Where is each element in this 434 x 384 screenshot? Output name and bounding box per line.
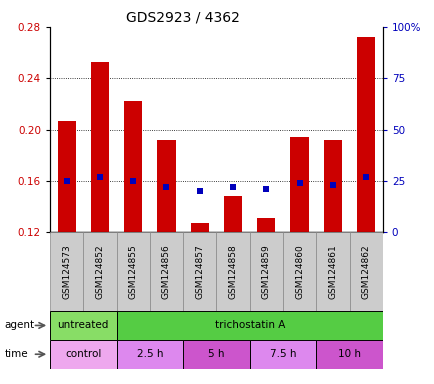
Text: GSM124852: GSM124852 <box>95 244 104 299</box>
Title: GDS2923 / 4362: GDS2923 / 4362 <box>126 10 240 24</box>
Bar <box>283 232 316 311</box>
Bar <box>50 311 116 340</box>
Bar <box>50 340 116 369</box>
Bar <box>356 37 375 232</box>
Text: GSM124862: GSM124862 <box>361 244 370 299</box>
Bar <box>183 340 249 369</box>
Bar <box>116 311 382 340</box>
Text: trichostatin A: trichostatin A <box>214 320 284 331</box>
Text: 10 h: 10 h <box>337 349 360 359</box>
Text: GSM124857: GSM124857 <box>195 244 204 299</box>
Bar <box>91 61 109 232</box>
Text: 2.5 h: 2.5 h <box>136 349 163 359</box>
Text: 7.5 h: 7.5 h <box>269 349 296 359</box>
Text: GSM124861: GSM124861 <box>328 244 337 299</box>
Bar <box>256 218 275 232</box>
Bar <box>183 232 216 311</box>
Bar <box>323 140 341 232</box>
Text: GSM124856: GSM124856 <box>161 244 171 299</box>
Text: GSM124573: GSM124573 <box>62 244 71 299</box>
Bar <box>316 232 349 311</box>
Bar <box>290 137 308 232</box>
Text: untreated: untreated <box>57 320 109 331</box>
Bar <box>249 340 316 369</box>
Text: agent: agent <box>4 320 34 331</box>
Bar <box>50 232 83 311</box>
Text: 5 h: 5 h <box>208 349 224 359</box>
Text: GSM124859: GSM124859 <box>261 244 270 299</box>
Bar <box>249 232 283 311</box>
Text: GSM124858: GSM124858 <box>228 244 237 299</box>
Bar <box>57 121 76 232</box>
Bar <box>157 140 175 232</box>
Bar <box>316 340 382 369</box>
Bar <box>116 340 183 369</box>
Text: time: time <box>4 349 28 359</box>
Bar <box>83 232 116 311</box>
Text: control: control <box>65 349 101 359</box>
Bar <box>224 196 242 232</box>
Bar <box>190 223 208 232</box>
Bar <box>149 232 183 311</box>
Bar <box>124 101 142 232</box>
Bar <box>216 232 249 311</box>
Bar <box>116 232 149 311</box>
Bar <box>349 232 382 311</box>
Text: GSM124855: GSM124855 <box>128 244 138 299</box>
Text: GSM124860: GSM124860 <box>294 244 303 299</box>
